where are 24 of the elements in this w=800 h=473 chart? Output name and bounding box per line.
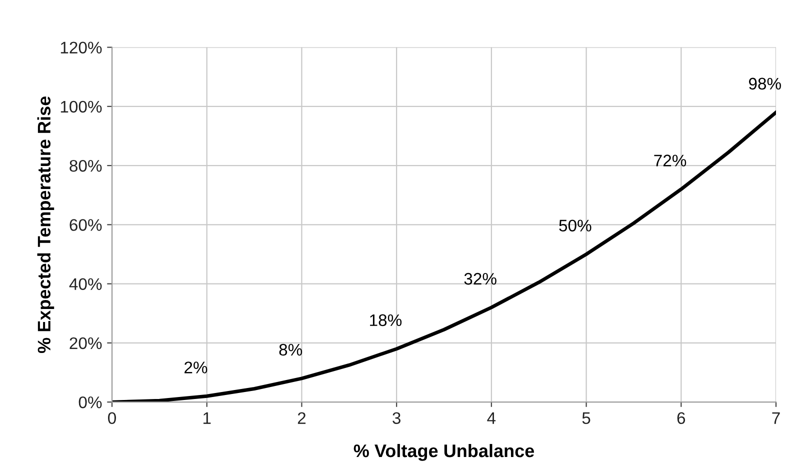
y-tick-label: 60% [70, 219, 102, 231]
x-tick-label: 1 [203, 412, 211, 424]
y-tick-label: 80% [70, 160, 102, 172]
data-label: 8% [279, 344, 302, 356]
x-tick-label: 2 [298, 412, 306, 424]
data-label: 50% [559, 220, 592, 232]
data-label: 98% [748, 78, 781, 90]
y-tick-label: 40% [69, 278, 102, 290]
data-label: 2% [184, 362, 208, 374]
data-label: 18% [370, 314, 402, 326]
x-axis-title: % Voltage Unbalance [354, 444, 534, 461]
y-tick-label: 0% [78, 396, 102, 408]
y-tick-label: 120% [60, 42, 102, 54]
x-tick-label: 5 [582, 412, 590, 424]
x-tick-label: 0 [108, 412, 116, 424]
x-tick-label: 4 [487, 412, 496, 424]
data-label: 32% [464, 272, 496, 285]
x-tick-label: 7 [772, 412, 780, 424]
data-label: 72% [654, 154, 686, 166]
y-tick-label: 100% [60, 100, 102, 113]
y-tick-label: 20% [70, 337, 102, 350]
y-axis-title: % Expected Temperature Rise [37, 96, 54, 353]
x-tick-label: 3 [392, 412, 400, 424]
x-tick-label: 6 [677, 412, 686, 424]
